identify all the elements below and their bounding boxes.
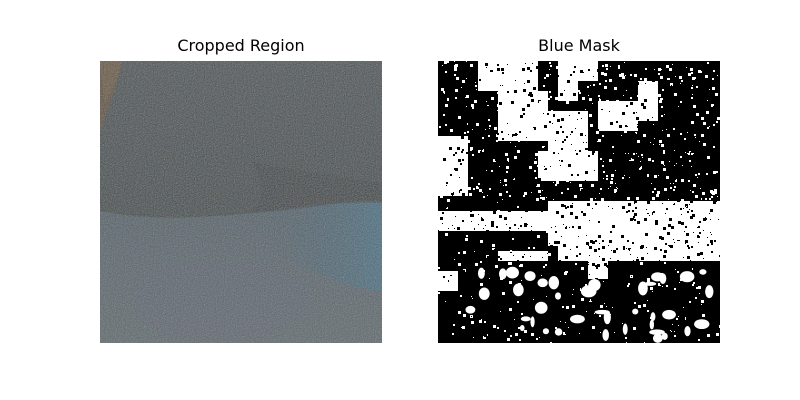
cropped-region-image [100,61,382,343]
blue-mask-image [438,61,720,343]
blue-mask-title: Blue Mask [538,36,620,55]
cropped-region-title: Cropped Region [177,36,305,55]
